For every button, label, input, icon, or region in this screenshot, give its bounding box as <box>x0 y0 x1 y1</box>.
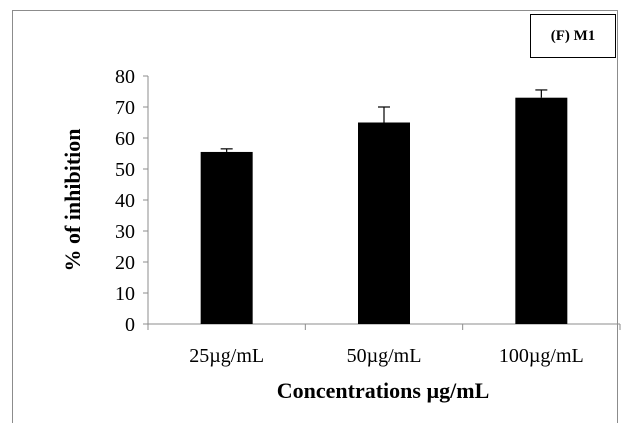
y-tick-label: 80 <box>115 66 135 88</box>
y-tick-label: 70 <box>115 97 135 119</box>
bar <box>515 97 568 324</box>
y-axis-title: % of inhibition <box>60 128 85 271</box>
y-tick-label: 60 <box>115 128 135 150</box>
panel-label: (F) M1 <box>530 14 616 58</box>
y-tick-label: 30 <box>115 221 135 243</box>
y-tick-label: 40 <box>115 190 135 212</box>
chart-area <box>12 10 618 423</box>
bar <box>358 122 410 324</box>
x-tick-label: 50µg/mL <box>347 345 422 367</box>
bars <box>200 97 568 324</box>
y-tick-label: 50 <box>115 159 135 181</box>
y-tick-label: 10 <box>115 283 135 305</box>
x-axis-title: Concentrations µg/mL <box>277 378 490 403</box>
x-tick-label: 100µg/mL <box>499 345 584 367</box>
bar <box>200 151 253 324</box>
x-tick-label: 25µg/mL <box>189 345 264 367</box>
y-tick-label: 20 <box>115 252 135 274</box>
tick-labels: 0 10 20 30 40 50 60 70 80 25µg/mL 50µg/mL 100µg/mL <box>115 66 584 367</box>
y-tick-label: 0 <box>125 314 135 336</box>
error-bars <box>220 89 548 152</box>
